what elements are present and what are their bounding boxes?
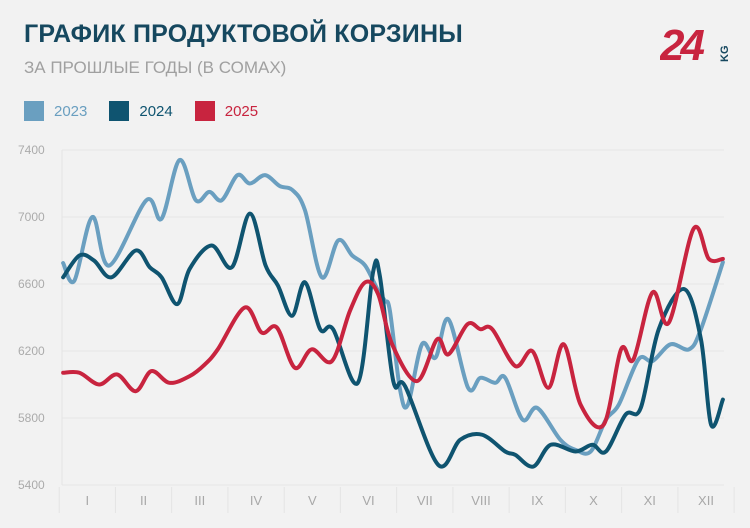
x-tick-label: IV	[250, 493, 263, 508]
y-tick-label: 7000	[18, 210, 45, 224]
series-line-2024	[61, 211, 725, 469]
x-tick-label: XI	[644, 493, 656, 508]
legend-label: 2023	[54, 102, 88, 120]
legend-swatch-2024	[109, 101, 130, 121]
legend-swatch-2025	[194, 101, 215, 121]
logo-24kg: 24 KG	[659, 20, 731, 70]
chart-subtitle: ЗА ПРОШЛЫЕ ГОДЫ (В СОМАХ)	[24, 58, 287, 77]
legend-item-2024: 2024	[109, 101, 173, 121]
x-tick-label: III	[194, 493, 205, 508]
x-tick-label: V	[308, 493, 317, 508]
legend-swatch-2023	[24, 101, 44, 121]
logo-number: 24	[660, 21, 704, 65]
legend-label: 2025	[224, 102, 259, 120]
legend-label: 2024	[139, 102, 173, 120]
y-tick-label: 5800	[18, 411, 45, 425]
y-tick-label: 7400	[18, 143, 45, 157]
series-line-2025	[61, 224, 725, 430]
logo-suffix: KG	[719, 46, 730, 63]
x-tick-label: IX	[531, 493, 544, 508]
x-tick-label: XII	[698, 493, 714, 508]
y-tick-label: 6200	[18, 344, 45, 358]
x-tick-label: I	[85, 493, 89, 508]
legend: 2023 2024 2025	[24, 101, 258, 121]
x-tick-label: II	[140, 493, 147, 508]
y-tick-label: 6600	[18, 277, 45, 291]
y-tick-label: 5400	[18, 478, 45, 492]
x-tick-label: VII	[417, 493, 433, 508]
x-tick-label: VIII	[471, 493, 491, 508]
legend-item-2023: 2023	[24, 101, 87, 121]
x-tick-label: X	[589, 493, 598, 508]
series-line-2023	[61, 158, 725, 456]
x-tick-label: VI	[362, 493, 374, 508]
legend-item-2025: 2025	[194, 101, 259, 121]
chart-title: ГРАФИК ПРОДУКТОВОЙ КОРЗИНЫ	[24, 20, 463, 48]
logo-icon: 24 KG	[659, 21, 731, 70]
